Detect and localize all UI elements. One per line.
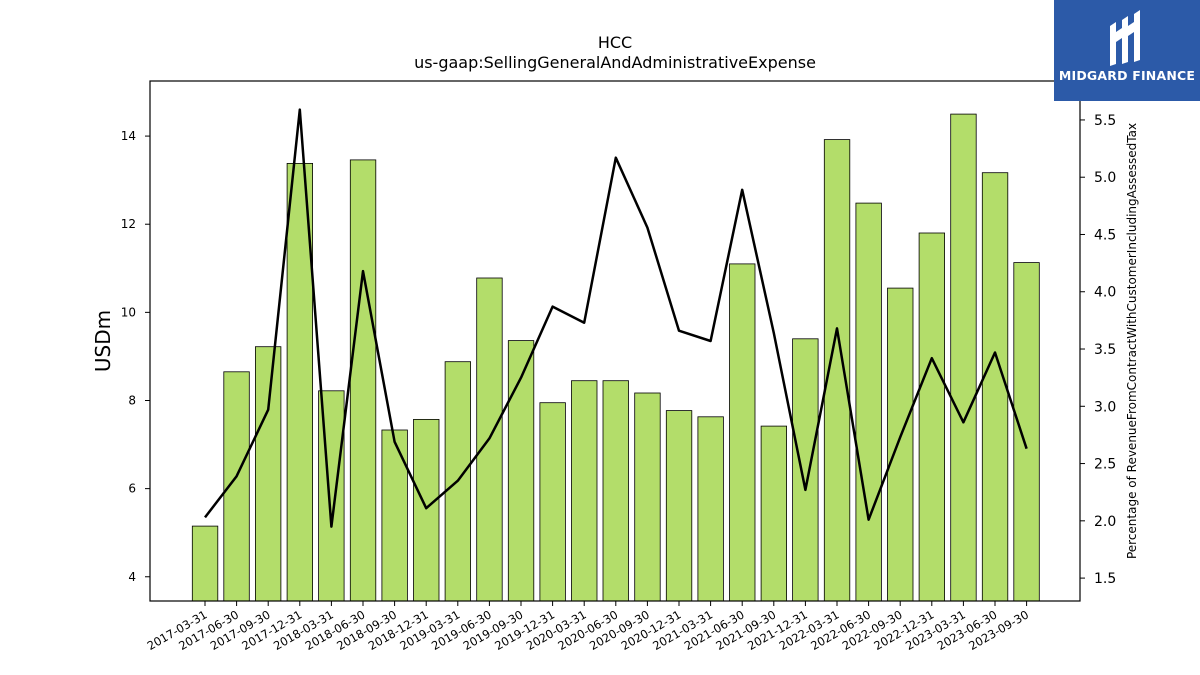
left-axis: 4 6 8 10 12 14 (121, 129, 150, 584)
bar-series (191, 113, 1040, 602)
bar-2020-06-30 (602, 380, 629, 602)
y-tick-label: 10 (121, 305, 136, 319)
y-tick-label: 14 (121, 129, 136, 143)
y-tick-label: 8 (128, 393, 136, 407)
y2-tick-label: 5.5 (1094, 113, 1116, 129)
bar-2017-09-30 (254, 346, 282, 602)
y2-tick-label: 1.5 (1094, 571, 1116, 587)
y2-tick-label: 3.0 (1094, 399, 1116, 415)
y2-axis-label: Percentage of RevenueFromContractWithCus… (1125, 123, 1139, 559)
bar-2018-12-31 (413, 418, 440, 602)
bar-2018-09-30 (381, 429, 408, 602)
x-axis: 2017-03-312017-06-302017-09-302017-12-31… (145, 601, 1031, 653)
bar-2019-12-31 (539, 402, 566, 602)
bar-2020-03-31 (571, 380, 598, 602)
y2-tick-label: 5.0 (1094, 170, 1116, 186)
y2-tick-label: 3.5 (1094, 342, 1116, 358)
plot-frame (149, 80, 1081, 602)
bar-2022-09-30 (887, 287, 914, 602)
line-path (204, 108, 1028, 528)
logo-mark-icon (1110, 10, 1140, 66)
bar-2019-09-30 (507, 340, 535, 602)
bar-2021-12-31 (792, 338, 819, 602)
chart-subtitle: us-gaap:SellingGeneralAndAdministrativeE… (414, 53, 816, 72)
y-tick-label: 12 (121, 217, 136, 231)
y2-tick-label: 4.0 (1094, 285, 1116, 301)
bar-2020-09-30 (634, 392, 661, 602)
bar-2021-06-30 (729, 263, 756, 602)
y2-tick-label: 4.5 (1094, 227, 1116, 243)
line-series (204, 108, 1028, 528)
chart-title: HCC (598, 33, 632, 52)
bar-2021-09-30 (760, 425, 787, 602)
bar-2022-12-31 (918, 232, 945, 602)
bar-2023-09-30 (1013, 262, 1040, 602)
bar-2017-03-31 (191, 525, 219, 602)
y-tick-label: 6 (128, 482, 136, 496)
y2-tick-label: 2.5 (1094, 457, 1116, 473)
logo-text: MIDGARD FINANCE (1058, 68, 1196, 83)
bar-2022-06-30 (855, 202, 882, 602)
bar-2018-06-30 (349, 159, 377, 602)
y-axis-label: USDm (91, 310, 115, 372)
bar-2020-12-31 (665, 410, 693, 602)
bar-2021-03-31 (697, 416, 724, 602)
y-tick-label: 4 (128, 570, 136, 584)
bar-2023-06-30 (981, 172, 1009, 602)
bar-2023-03-31 (950, 113, 977, 602)
y2-tick-label: 2.0 (1094, 514, 1116, 530)
right-axis: 1.5 2.0 2.5 3.0 3.5 4.0 4.5 5.0 5.5 (1080, 113, 1116, 587)
brand-logo: MIDGARD FINANCE (1054, 0, 1200, 101)
